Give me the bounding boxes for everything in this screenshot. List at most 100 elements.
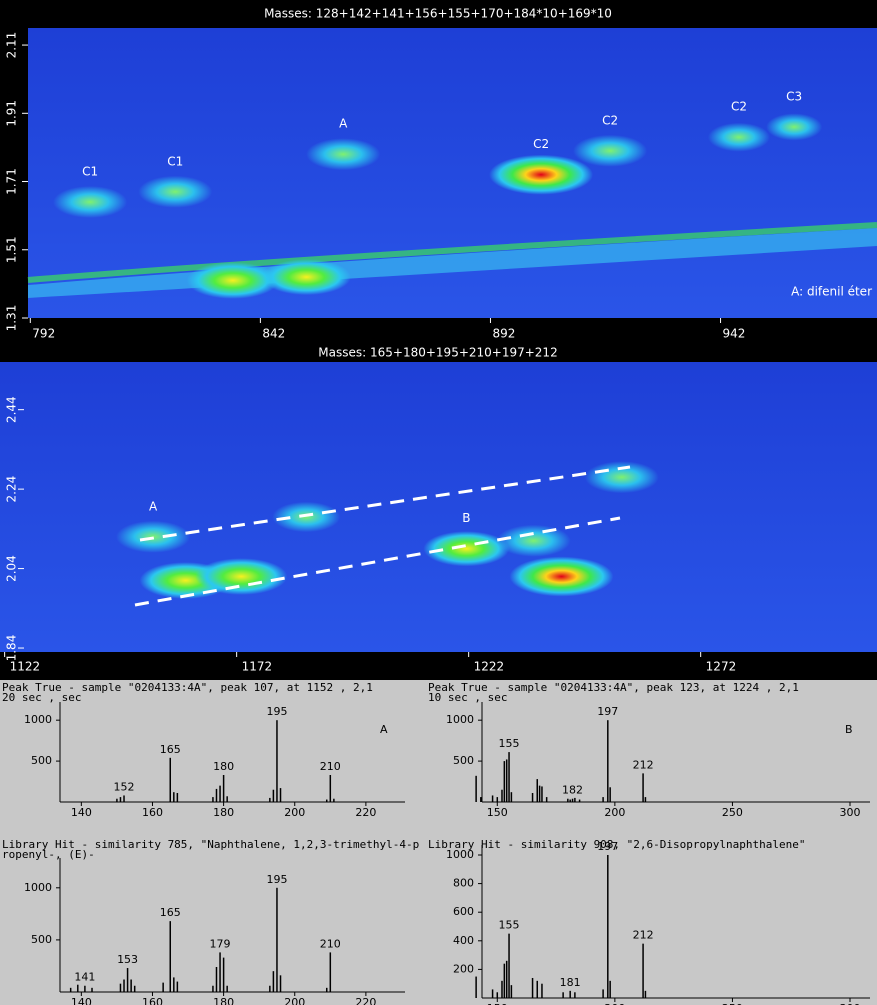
peak-label: C2 — [731, 100, 747, 114]
y-tick-label: 1.91 — [5, 100, 19, 127]
y-tick-label: 1.51 — [5, 236, 19, 263]
y-tick-label: 500 — [31, 933, 52, 946]
peak-label: 195 — [266, 873, 287, 886]
x-tick-label: 220 — [355, 806, 376, 819]
spectra-bg — [0, 680, 877, 1005]
y-tick-label: 800 — [453, 877, 474, 890]
peak-label: 165 — [160, 906, 181, 919]
plot-bg — [28, 28, 877, 318]
x-tick-label: 160 — [142, 996, 163, 1005]
x-tick-label: 140 — [71, 806, 92, 819]
peak-label: 180 — [213, 760, 234, 773]
x-tick-label: 250 — [722, 1002, 743, 1005]
peak — [195, 558, 288, 595]
peak — [707, 122, 770, 152]
y-tick-label: 1.84 — [5, 635, 19, 662]
y-tick-label: 2.04 — [5, 555, 19, 582]
y-tick-label: 1000 — [24, 881, 52, 894]
spectrum-subtitle: 20 sec , sec — [2, 691, 81, 704]
x-tick-label: 1272 — [706, 660, 737, 674]
x-tick-label: 200 — [284, 806, 305, 819]
peak — [489, 154, 594, 195]
peak-label: 210 — [320, 760, 341, 773]
y-tick-label: 400 — [453, 934, 474, 947]
peak — [766, 113, 823, 141]
peak-label: 197 — [597, 840, 618, 853]
peak-label: 155 — [499, 919, 520, 932]
y-tick-label: 2.44 — [5, 396, 19, 423]
x-tick-label: 300 — [840, 806, 861, 819]
peak — [272, 501, 341, 533]
y-tick-label: 2.11 — [5, 32, 19, 59]
y-tick-label: 1000 — [24, 713, 52, 726]
x-tick-label: 180 — [213, 806, 234, 819]
x-tick-label: 200 — [284, 996, 305, 1005]
peak-label: 153 — [117, 953, 138, 966]
peak-label: B — [462, 511, 470, 525]
y-tick-label: 1.71 — [5, 168, 19, 195]
peak-label: 182 — [562, 784, 583, 797]
peak — [573, 134, 648, 167]
peak — [138, 175, 213, 208]
peak — [423, 531, 510, 567]
charts: Masses: 128+142+141+156+155+170+184*10+1… — [2, 7, 872, 1005]
peak-label: 181 — [560, 976, 581, 989]
x-tick-label: 942 — [723, 327, 746, 341]
x-tick-label: 160 — [142, 806, 163, 819]
peak-label: 212 — [633, 758, 654, 771]
peak-label: 195 — [266, 705, 287, 718]
y-tick-label: 1.31 — [5, 305, 19, 332]
spectrum-title: Library Hit - similarity 908, "2,6-Disop… — [428, 838, 806, 851]
peak-label: 155 — [499, 737, 520, 750]
x-tick-label: 220 — [355, 996, 376, 1005]
peak-label: 197 — [597, 705, 618, 718]
peak — [509, 556, 614, 597]
annotation: A: difenil éter — [791, 285, 872, 299]
x-tick-label: 1222 — [474, 660, 505, 674]
peak-label: A — [149, 499, 158, 513]
spectrum-title: Peak True - sample "0204133:4A", peak 10… — [2, 681, 373, 694]
x-tick-label: 1122 — [10, 660, 41, 674]
peak — [186, 262, 279, 299]
y-tick-label: 2.24 — [5, 476, 19, 503]
peak-label: C1 — [167, 154, 183, 168]
peak-label: 212 — [633, 929, 654, 942]
panel-title: Masses: 128+142+141+156+155+170+184*10+1… — [264, 7, 612, 21]
spectrum-subtitle: 10 sec , sec — [428, 691, 507, 704]
trend-line — [139, 465, 631, 542]
peak-label: A — [339, 117, 348, 131]
x-tick-label: 842 — [262, 327, 285, 341]
ridge-core — [27, 222, 877, 283]
x-tick-label: 300 — [840, 1002, 861, 1005]
x-tick-label: 140 — [71, 996, 92, 1005]
y-tick-label: 1000 — [446, 713, 474, 726]
peak — [496, 524, 571, 557]
peak-label: 179 — [210, 937, 231, 950]
peak-label: C2 — [602, 113, 618, 127]
peak-label: 152 — [114, 780, 135, 793]
peak-label: C2 — [533, 137, 549, 151]
spectrum-title: Peak True - sample "0204133:4A", peak 12… — [428, 681, 799, 694]
x-tick-label: 1172 — [242, 660, 273, 674]
peak — [306, 138, 381, 171]
y-tick-label: 500 — [453, 754, 474, 767]
trend-line — [134, 516, 621, 607]
x-tick-label: 150 — [487, 1002, 508, 1005]
spectrum-title: Library Hit - similarity 785, "Naphthale… — [2, 838, 419, 851]
panel-letter: B — [845, 723, 853, 736]
x-tick-label: 150 — [487, 806, 508, 819]
x-tick-label: 892 — [492, 327, 515, 341]
peak-label: 210 — [320, 937, 341, 950]
x-tick-label: 200 — [604, 806, 625, 819]
x-tick-label: 200 — [604, 1002, 625, 1005]
peak — [53, 186, 128, 218]
plot-bg — [0, 362, 877, 652]
peak-label: 141 — [74, 971, 95, 984]
peak-label: 165 — [160, 743, 181, 756]
y-tick-label: 500 — [31, 754, 52, 767]
y-tick-label: 1000 — [446, 848, 474, 861]
peak — [584, 461, 659, 494]
panel-title: Masses: 165+180+195+210+197+212 — [318, 346, 557, 360]
